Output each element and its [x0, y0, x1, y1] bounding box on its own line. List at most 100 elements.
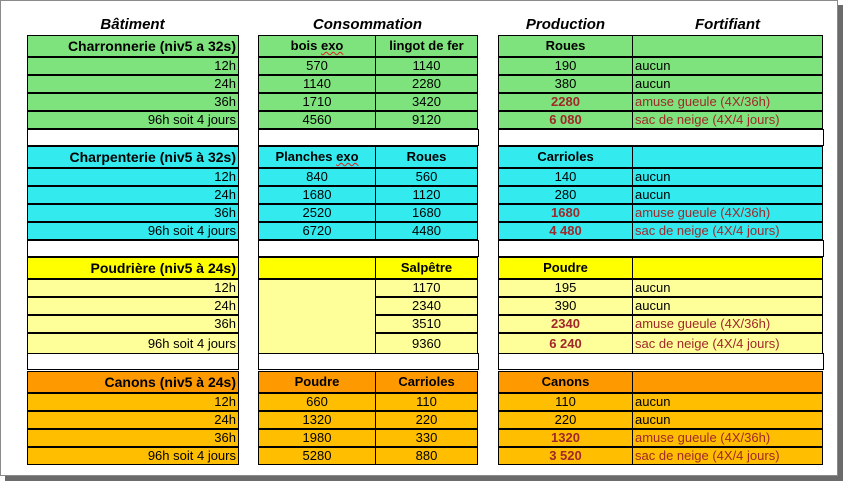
production-value: 6 080	[498, 111, 633, 129]
consumption-a-value: 1320	[258, 411, 376, 429]
consumption-a-header: Planches exo	[258, 146, 376, 168]
section-title: Canons (niv5 à 24s)	[27, 371, 239, 393]
section-title: Charronnerie (niv5 a 32s)	[27, 35, 239, 57]
production-value: 390	[498, 297, 633, 315]
row-time: 36h	[27, 429, 239, 447]
fortifiant-value: aucun	[632, 168, 823, 186]
consumption-b-value: 110	[375, 393, 478, 411]
consumption-a-header	[258, 257, 376, 279]
consumption-b-header: Salpêtre	[375, 257, 478, 279]
row-time: 96h soit 4 jours	[27, 447, 239, 465]
consumption-b-value: 2340	[375, 297, 478, 315]
fortifiant-header	[632, 257, 823, 279]
consumption-b-value: 9120	[375, 111, 478, 129]
production-value: 220	[498, 411, 633, 429]
fortifiant-value: aucun	[632, 393, 823, 411]
fortifiant-value: sac de neige (4X/4 jours)	[632, 222, 823, 240]
consumption-b-value: 1140	[375, 57, 478, 75]
row-time: 24h	[27, 411, 239, 429]
consumption-a-value: 1680	[258, 186, 376, 204]
spellcheck-word: exo	[320, 38, 344, 53]
row-time: 36h	[27, 204, 239, 222]
row-time: 12h	[27, 168, 239, 186]
consumption-a-value: 570	[258, 57, 376, 75]
consumption-b-value: 9360	[375, 333, 478, 355]
fortifiant-value: sac de neige (4X/4 jours)	[632, 447, 823, 465]
row-time: 24h	[27, 75, 239, 93]
fortifiant-value: sac de neige (4X/4 jours)	[632, 333, 823, 355]
production-header: Carrioles	[498, 146, 633, 168]
consumption-a-value: 840	[258, 168, 376, 186]
production-value: 4 480	[498, 222, 633, 240]
blank-separator	[498, 129, 824, 146]
fortifiant-value: amuse gueule (4X/36h)	[632, 315, 823, 333]
blank-separator	[258, 353, 479, 370]
fortifiant-header	[632, 146, 823, 168]
row-time: 36h	[27, 315, 239, 333]
production-value: 190	[498, 57, 633, 75]
production-value: 380	[498, 75, 633, 93]
section-title: Charpenterie (niv5 à 32s)	[27, 146, 239, 168]
consumption-b-header: Roues	[375, 146, 478, 168]
consumption-b-value: 3510	[375, 315, 478, 333]
row-time: 12h	[27, 57, 239, 75]
consumption-b-value: 880	[375, 447, 478, 465]
consumption-b-value: 1680	[375, 204, 478, 222]
consumption-b-value: 330	[375, 429, 478, 447]
production-header: Roues	[498, 35, 633, 57]
blank-separator	[258, 129, 479, 146]
fortifiant-value: aucun	[632, 411, 823, 429]
consumption-b-value: 3420	[375, 93, 478, 111]
header-production: Production	[525, 16, 606, 33]
spreadsheet-sheet: Bâtiment Consommation Production Fortifi…	[0, 0, 838, 476]
consumption-a-value: 6720	[258, 222, 376, 240]
blank-separator	[498, 240, 824, 257]
row-time: 96h soit 4 jours	[27, 111, 239, 129]
fortifiant-value: amuse gueule (4X/36h)	[632, 429, 823, 447]
production-value: 280	[498, 186, 633, 204]
production-value: 2340	[498, 315, 633, 333]
production-value: 110	[498, 393, 633, 411]
consumption-a-header: bois exo	[258, 35, 376, 57]
consumption-b-value: 1170	[375, 279, 478, 297]
consumption-a-value: 4560	[258, 111, 376, 129]
blank-separator	[498, 353, 824, 370]
consumption-a-empty	[258, 279, 376, 355]
fortifiant-value: aucun	[632, 186, 823, 204]
production-value: 140	[498, 168, 633, 186]
consumption-a-value: 660	[258, 393, 376, 411]
consumption-a-value: 5280	[258, 447, 376, 465]
consumption-b-value: 560	[375, 168, 478, 186]
consumption-a-value: 1140	[258, 75, 376, 93]
consumption-b-value: 4480	[375, 222, 478, 240]
production-value: 1680	[498, 204, 633, 222]
fortifiant-value: amuse gueule (4X/36h)	[632, 204, 823, 222]
row-time: 24h	[27, 297, 239, 315]
production-header: Canons	[498, 371, 633, 393]
row-time: 36h	[27, 93, 239, 111]
header-fortifiant: Fortifiant	[695, 16, 760, 33]
fortifiant-value: aucun	[632, 279, 823, 297]
blank-separator	[27, 353, 239, 370]
production-value: 6 240	[498, 333, 633, 355]
row-time: 12h	[27, 393, 239, 411]
production-value: 2280	[498, 93, 633, 111]
fortifiant-value: aucun	[632, 75, 823, 93]
production-header: Poudre	[498, 257, 633, 279]
blank-separator	[27, 240, 239, 257]
consumption-b-value: 2280	[375, 75, 478, 93]
header-consommation: Consommation	[312, 16, 423, 33]
consumption-b-header: Carrioles	[375, 371, 478, 393]
consumption-a-value: 1980	[258, 429, 376, 447]
section-title: Poudrière (niv5 à 24s)	[27, 257, 239, 279]
blank-separator	[258, 240, 479, 257]
production-value: 3 520	[498, 447, 633, 465]
fortifiant-header	[632, 35, 823, 57]
production-value: 1320	[498, 429, 633, 447]
consumption-a-header: Poudre	[258, 371, 376, 393]
header-batiment: Bâtiment	[100, 16, 165, 33]
production-value: 195	[498, 279, 633, 297]
spellcheck-word: exo	[336, 149, 359, 164]
row-time: 96h soit 4 jours	[27, 333, 239, 355]
consumption-a-value: 1710	[258, 93, 376, 111]
